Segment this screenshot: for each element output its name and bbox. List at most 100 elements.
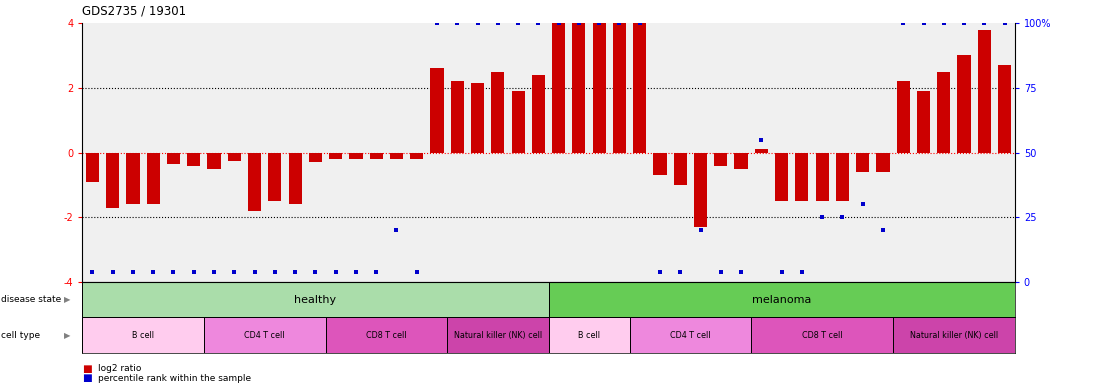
Text: disease state: disease state [1, 295, 61, 304]
Bar [774, 152, 789, 201]
Point [226, 269, 244, 275]
Bar [592, 23, 606, 152]
Point [793, 269, 811, 275]
Bar [370, 152, 383, 159]
Text: CD8 T cell: CD8 T cell [366, 331, 407, 339]
Bar [552, 23, 565, 152]
Bar [410, 152, 423, 159]
Point [428, 20, 445, 26]
Bar [532, 75, 545, 152]
Point [671, 269, 689, 275]
Bar [893, 317, 1015, 353]
Point [975, 20, 993, 26]
Point [489, 20, 507, 26]
Point [652, 269, 669, 275]
Text: log2 ratio: log2 ratio [98, 364, 142, 373]
Bar [548, 317, 630, 353]
Bar [896, 81, 909, 152]
Point [712, 269, 730, 275]
Point [387, 227, 405, 233]
Point [246, 269, 263, 275]
Point [570, 20, 588, 26]
Bar [451, 81, 464, 152]
Bar [106, 152, 120, 208]
Text: ■: ■ [82, 373, 92, 383]
Bar [674, 152, 687, 185]
Text: CD8 T cell: CD8 T cell [802, 331, 842, 339]
Text: ■: ■ [82, 364, 92, 374]
Point [205, 269, 223, 275]
Point [124, 269, 142, 275]
Bar [82, 282, 548, 317]
Text: B cell: B cell [578, 331, 600, 339]
Point [590, 20, 608, 26]
Text: ▶: ▶ [64, 295, 70, 304]
Text: CD4 T cell: CD4 T cell [245, 331, 285, 339]
Bar [167, 152, 180, 164]
Text: cell type: cell type [1, 331, 41, 339]
Bar [856, 152, 869, 172]
Bar [694, 152, 708, 227]
Bar [573, 23, 586, 152]
Bar [248, 152, 261, 211]
Bar [329, 152, 342, 159]
Point [267, 269, 284, 275]
Bar [448, 317, 548, 353]
Bar [751, 317, 893, 353]
Bar [228, 152, 241, 161]
Point [408, 269, 426, 275]
Point [874, 227, 892, 233]
Bar [795, 152, 808, 201]
Bar [471, 83, 484, 152]
Bar [389, 152, 403, 159]
Point [692, 227, 710, 233]
Bar [207, 152, 220, 169]
Bar [633, 23, 646, 152]
Point [509, 20, 527, 26]
Point [955, 20, 973, 26]
Bar [836, 152, 849, 201]
Point [834, 214, 851, 220]
Point [347, 269, 364, 275]
Bar [147, 152, 160, 204]
Point [306, 269, 325, 275]
Bar [654, 152, 667, 175]
Point [915, 20, 932, 26]
Point [753, 137, 770, 143]
Point [631, 20, 648, 26]
Bar [815, 152, 828, 201]
Bar [714, 152, 727, 166]
Bar [491, 72, 505, 152]
Text: melanoma: melanoma [751, 295, 812, 305]
Point [104, 269, 122, 275]
Point [165, 269, 182, 275]
Text: healthy: healthy [294, 295, 337, 305]
Point [468, 20, 486, 26]
Point [286, 269, 304, 275]
Point [894, 20, 912, 26]
Point [327, 269, 344, 275]
Bar [126, 152, 139, 204]
Bar [86, 152, 99, 182]
Point [550, 20, 567, 26]
Bar [82, 317, 204, 353]
Point [449, 20, 466, 26]
Text: ▶: ▶ [64, 331, 70, 339]
Bar [755, 149, 768, 152]
Point [813, 214, 830, 220]
Point [185, 269, 203, 275]
Text: B cell: B cell [132, 331, 154, 339]
Point [145, 269, 162, 275]
Point [853, 201, 871, 207]
Bar [349, 152, 362, 159]
Bar [326, 317, 448, 353]
Text: CD4 T cell: CD4 T cell [670, 331, 711, 339]
Text: Natural killer (NK) cell: Natural killer (NK) cell [909, 331, 998, 339]
Bar [877, 152, 890, 172]
Point [733, 269, 750, 275]
Point [611, 20, 629, 26]
Bar [977, 30, 991, 152]
Bar [269, 152, 282, 201]
Bar [630, 317, 751, 353]
Bar [958, 55, 971, 152]
